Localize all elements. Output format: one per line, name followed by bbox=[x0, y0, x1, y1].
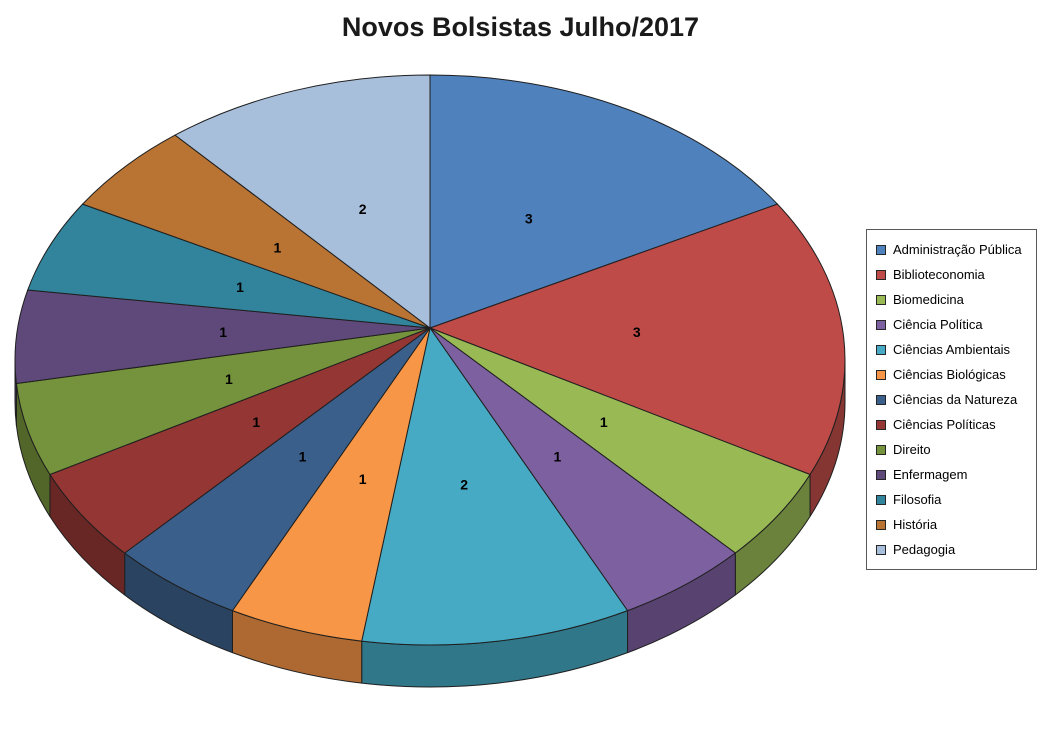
slice-value-label: 1 bbox=[359, 471, 367, 487]
legend-item: Direito bbox=[871, 437, 1032, 462]
pie-slice bbox=[82, 134, 431, 329]
pie-slice bbox=[429, 327, 811, 554]
legend-swatch bbox=[876, 244, 886, 255]
legend-swatch bbox=[876, 519, 886, 530]
chart-title: Novos Bolsistas Julho/2017 bbox=[341, 12, 700, 42]
slice-value-label: 1 bbox=[252, 414, 260, 430]
legend-item: Biomedicina bbox=[871, 287, 1032, 312]
legend-item: Ciências Políticas bbox=[871, 412, 1032, 437]
slice-value-label: 1 bbox=[225, 371, 233, 387]
slice-value-label: 1 bbox=[273, 239, 281, 255]
pie-slice bbox=[429, 203, 846, 475]
pie-slice bbox=[49, 327, 431, 554]
legend-label: Administração Pública bbox=[893, 242, 1022, 257]
pie-slice bbox=[14, 289, 431, 385]
legend-swatch bbox=[876, 369, 886, 380]
legend-item: Enfermagem bbox=[871, 462, 1032, 487]
legend-swatch bbox=[876, 444, 886, 455]
legend-item: Ciências Biológicas bbox=[871, 362, 1032, 387]
legend-swatch bbox=[876, 394, 886, 405]
slice-value-label: 3 bbox=[633, 324, 641, 340]
slice-value-label: 1 bbox=[554, 448, 562, 464]
legend-swatch bbox=[876, 494, 886, 505]
legend-label: Ciências Biológicas bbox=[893, 367, 1006, 382]
legend-item: Filosofia bbox=[871, 487, 1032, 512]
legend-label: Ciências Políticas bbox=[893, 417, 996, 432]
legend-item: Administração Pública bbox=[871, 237, 1032, 262]
legend-swatch bbox=[876, 269, 886, 280]
legend-label: Ciências Ambientais bbox=[893, 342, 1011, 357]
legend-item: Pedagogia bbox=[871, 537, 1032, 562]
slice-value-label: 1 bbox=[236, 279, 244, 295]
legend-item: Ciência Política bbox=[871, 312, 1032, 337]
legend-swatch bbox=[876, 419, 886, 430]
legend-label: Ciências da Natureza bbox=[893, 392, 1018, 407]
legend: Administração Pública Biblioteconomia Biom… bbox=[866, 229, 1037, 570]
slice-value-label: 1 bbox=[299, 448, 307, 464]
legend-item: Ciências da Natureza bbox=[871, 387, 1032, 412]
legend-label: Biomedicina bbox=[893, 292, 964, 307]
pie-slice bbox=[231, 327, 431, 642]
legend-label: Biblioteconomia bbox=[893, 267, 985, 282]
pie-slice bbox=[27, 203, 431, 329]
legend-swatch bbox=[876, 344, 886, 355]
legend-label: Direito bbox=[893, 442, 931, 457]
legend-swatch bbox=[876, 544, 886, 555]
pie-slice bbox=[429, 327, 736, 612]
legend-swatch bbox=[876, 319, 886, 330]
legend-item: Biblioteconomia bbox=[871, 262, 1032, 287]
pie-slice bbox=[15, 327, 431, 475]
pie-slice bbox=[429, 74, 778, 329]
legend-label: Filosofia bbox=[893, 492, 942, 507]
pie-slice bbox=[124, 327, 431, 612]
pie-slice bbox=[361, 327, 629, 646]
slice-value-label: 2 bbox=[359, 201, 367, 217]
legend-item: História bbox=[871, 512, 1032, 537]
legend-label: Enfermagem bbox=[893, 467, 968, 482]
legend-item: Ciências Ambientais bbox=[871, 337, 1032, 362]
legend-label: Ciência Política bbox=[893, 317, 983, 332]
legend-swatch bbox=[876, 294, 886, 305]
slice-value-label: 3 bbox=[525, 211, 533, 227]
legend-label: Pedagogia bbox=[893, 542, 956, 557]
slice-value-label: 2 bbox=[460, 477, 468, 493]
legend-label: História bbox=[893, 517, 938, 532]
legend-swatch bbox=[876, 469, 886, 480]
slice-value-label: 1 bbox=[600, 414, 608, 430]
slice-value-label: 1 bbox=[219, 324, 227, 340]
pie-slice bbox=[174, 74, 431, 329]
